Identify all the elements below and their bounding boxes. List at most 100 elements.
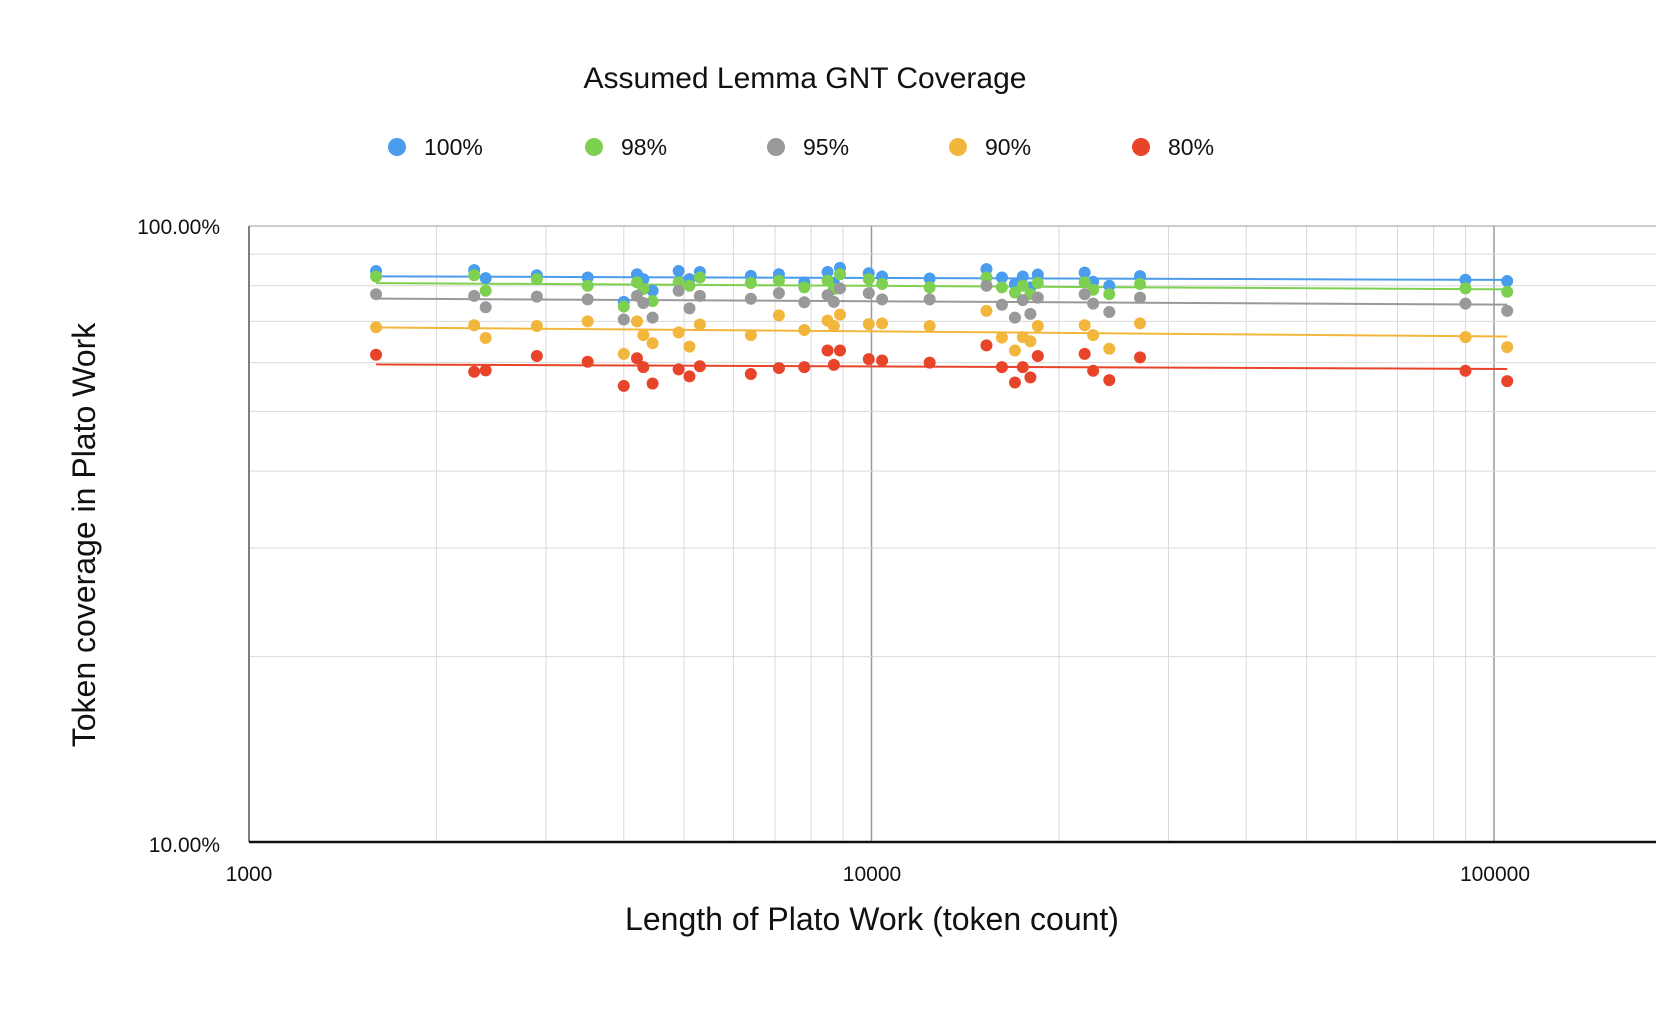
data-point-95% — [646, 311, 659, 324]
data-point-80% — [479, 364, 492, 377]
data-point-90% — [1008, 344, 1021, 357]
data-point-80% — [468, 365, 481, 378]
y-axis-label: Token coverage in Plato Work — [66, 322, 102, 748]
data-point-100% — [672, 265, 685, 278]
data-point-90% — [1134, 317, 1147, 330]
legend-label-80%: 80% — [1168, 134, 1214, 160]
data-point-80% — [683, 370, 696, 383]
data-point-100% — [1031, 268, 1044, 281]
data-point-98% — [1016, 279, 1029, 292]
data-point-90% — [630, 315, 643, 328]
legend-label-98%: 98% — [621, 134, 667, 160]
legend-marker-100% — [388, 138, 406, 156]
data-point-95% — [980, 279, 993, 292]
data-point-100% — [995, 271, 1008, 284]
data-point-80% — [1016, 361, 1029, 374]
data-point-90% — [370, 321, 383, 334]
data-point-90% — [683, 340, 696, 353]
data-point-100% — [581, 271, 594, 284]
data-point-90% — [772, 309, 785, 322]
data-point-95% — [1024, 307, 1037, 320]
data-point-90% — [1078, 319, 1091, 332]
legend-marker-98% — [585, 138, 603, 156]
data-point-98% — [833, 268, 846, 281]
data-point-80% — [646, 377, 659, 390]
data-point-95% — [693, 289, 706, 302]
data-point-80% — [772, 362, 785, 375]
data-point-95% — [923, 293, 936, 306]
data-point-95% — [744, 292, 757, 305]
data-point-95% — [833, 282, 846, 295]
data-point-98% — [995, 281, 1008, 294]
data-point-80% — [980, 339, 993, 352]
data-point-98% — [923, 281, 936, 294]
data-point-95% — [617, 313, 630, 326]
data-point-95% — [1016, 294, 1029, 307]
data-point-80% — [995, 361, 1008, 374]
legend-marker-90% — [949, 138, 967, 156]
data-point-90% — [923, 320, 936, 333]
data-point-98% — [468, 269, 481, 282]
trendlines — [376, 275, 1508, 370]
data-point-98% — [1008, 286, 1021, 299]
data-point-98% — [876, 278, 889, 291]
data-point-95% — [637, 296, 650, 309]
grid — [249, 225, 1656, 842]
data-point-98% — [479, 284, 492, 297]
legend-label-90%: 90% — [985, 134, 1031, 160]
data-point-90% — [672, 326, 685, 339]
data-point-95% — [370, 288, 383, 301]
data-point-80% — [1103, 374, 1116, 387]
data-point-95% — [827, 295, 840, 308]
data-point-95% — [1008, 311, 1021, 324]
data-point-98% — [530, 273, 543, 286]
data-point-95% — [581, 293, 594, 306]
data-point-80% — [1078, 347, 1091, 360]
data-point-90% — [876, 317, 889, 330]
data-point-90% — [637, 329, 650, 342]
data-point-80% — [833, 344, 846, 357]
data-point-95% — [1134, 291, 1147, 304]
data-point-98% — [744, 277, 757, 290]
legend-label-100%: 100% — [424, 134, 483, 160]
data-point-90% — [980, 304, 993, 317]
data-point-95% — [1103, 306, 1116, 319]
data-point-90% — [1459, 331, 1472, 344]
data-point-95% — [1087, 297, 1100, 310]
data-point-98% — [821, 274, 834, 287]
data-point-98% — [980, 271, 993, 284]
data-point-90% — [744, 329, 757, 342]
data-point-80% — [1134, 351, 1147, 364]
data-point-98% — [646, 295, 659, 308]
data-point-100% — [1459, 273, 1472, 286]
data-point-95% — [1031, 291, 1044, 304]
data-point-80% — [744, 368, 757, 381]
data-point-95% — [683, 302, 696, 315]
data-point-100% — [821, 266, 834, 279]
legend-marker-80% — [1132, 138, 1150, 156]
data-point-90% — [646, 337, 659, 350]
data-point-80% — [617, 379, 630, 392]
data-point-95% — [995, 298, 1008, 311]
data-point-95% — [468, 289, 481, 302]
data-point-100% — [923, 272, 936, 285]
chart-title: Assumed Lemma GNT Coverage — [584, 62, 1027, 95]
legend-label-95%: 95% — [803, 134, 849, 160]
data-point-90% — [1087, 329, 1100, 342]
data-point-80% — [923, 356, 936, 369]
data-point-80% — [798, 361, 811, 374]
data-point-80% — [530, 350, 543, 363]
data-point-80% — [876, 354, 889, 367]
data-point-90% — [468, 319, 481, 332]
data-point-90% — [479, 331, 492, 344]
data-point-95% — [1078, 288, 1091, 301]
data-point-80% — [630, 352, 643, 365]
data-point-80% — [672, 363, 685, 376]
data-point-95% — [862, 287, 875, 300]
data-point-95% — [772, 287, 785, 300]
legend: 100% 98% 95% 90% 80% — [388, 134, 1214, 160]
data-point-90% — [833, 308, 846, 321]
data-point-80% — [1501, 375, 1514, 388]
data-point-80% — [1459, 364, 1472, 377]
